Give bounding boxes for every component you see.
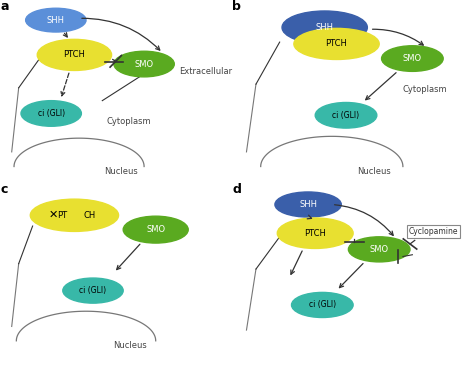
Text: ✕: ✕ — [49, 210, 58, 220]
Text: ci (GLI): ci (GLI) — [332, 111, 360, 120]
Text: a: a — [0, 0, 9, 13]
Ellipse shape — [30, 199, 118, 231]
Text: Cytoplasm: Cytoplasm — [107, 117, 152, 126]
Ellipse shape — [275, 192, 341, 217]
Text: c: c — [0, 183, 8, 196]
Text: PTCH: PTCH — [326, 40, 347, 48]
Text: SMO: SMO — [403, 54, 422, 63]
Text: Cyclopamine: Cyclopamine — [409, 227, 458, 236]
Text: Nucleus: Nucleus — [113, 341, 147, 350]
Text: PT: PT — [57, 211, 67, 220]
Ellipse shape — [294, 28, 379, 59]
Text: ci (GLI): ci (GLI) — [37, 109, 65, 118]
Text: SMO: SMO — [370, 245, 389, 254]
Text: SHH: SHH — [316, 23, 334, 32]
Ellipse shape — [277, 218, 353, 249]
Text: Cytoplasm: Cytoplasm — [403, 85, 447, 93]
Text: Extracellular: Extracellular — [179, 67, 232, 76]
Text: Nucleus: Nucleus — [104, 167, 138, 176]
Ellipse shape — [282, 11, 367, 44]
Ellipse shape — [26, 8, 86, 32]
Text: PTCH: PTCH — [304, 229, 326, 238]
Ellipse shape — [292, 292, 353, 317]
Text: ci (GLI): ci (GLI) — [80, 286, 107, 295]
Ellipse shape — [123, 216, 188, 243]
Text: SMO: SMO — [146, 225, 165, 234]
Ellipse shape — [63, 278, 123, 303]
Text: b: b — [232, 0, 241, 13]
Ellipse shape — [114, 51, 174, 77]
Text: SHH: SHH — [47, 16, 65, 25]
Text: d: d — [232, 183, 241, 196]
Ellipse shape — [382, 46, 443, 71]
Ellipse shape — [348, 237, 410, 262]
Text: PTCH: PTCH — [64, 51, 85, 59]
Text: ci (GLI): ci (GLI) — [309, 300, 336, 309]
Ellipse shape — [21, 101, 82, 126]
Ellipse shape — [37, 39, 111, 70]
Text: CH: CH — [84, 211, 96, 220]
Text: SHH: SHH — [299, 200, 317, 209]
Ellipse shape — [315, 102, 377, 128]
Text: Nucleus: Nucleus — [357, 167, 392, 176]
Text: SMO: SMO — [135, 60, 154, 68]
